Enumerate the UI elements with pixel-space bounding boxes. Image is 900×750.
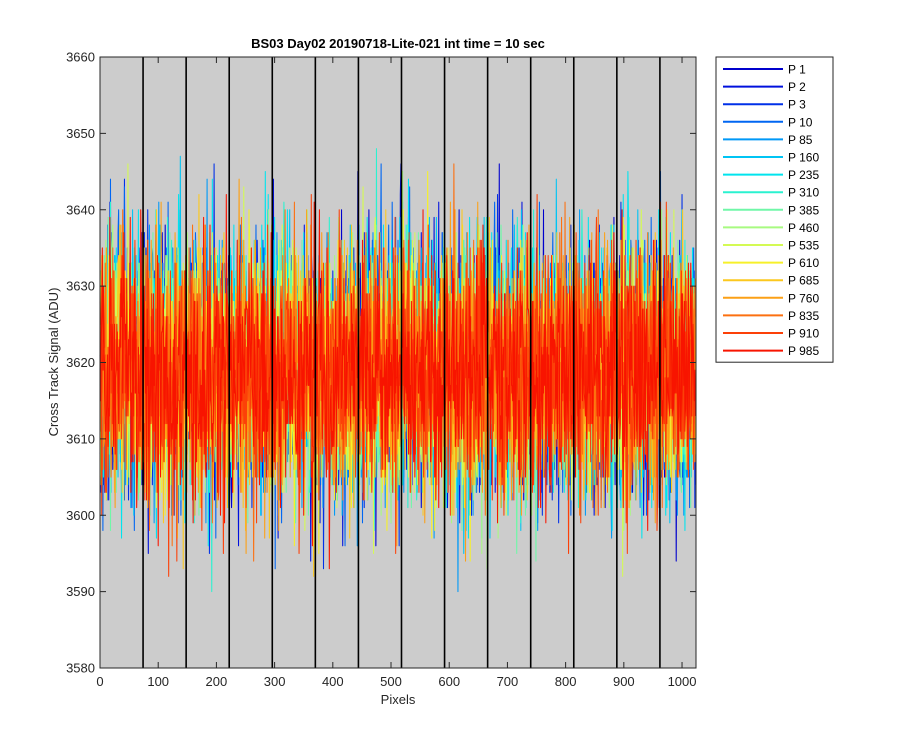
x-tick-label-400: 400 [322, 674, 344, 689]
y-tick-label-3580: 3580 [66, 661, 95, 676]
legend-label-p760: P 760 [788, 291, 819, 305]
y-tick-label-3610: 3610 [66, 431, 95, 446]
y-axis-title: Cross Track Signal (ADU) [46, 288, 61, 437]
x-tick-label-700: 700 [497, 674, 519, 689]
legend-label-p1: P 1 [788, 63, 806, 77]
legend-label-p85: P 85 [788, 133, 813, 147]
x-axis-title: Pixels [381, 692, 416, 707]
legend-label-p460: P 460 [788, 221, 819, 235]
x-tick-label-600: 600 [438, 674, 460, 689]
tap-boundary-layer [142, 57, 661, 668]
legend-label-p10: P 10 [788, 115, 813, 129]
y-tick-label-3630: 3630 [66, 279, 95, 294]
y-tick-label-3620: 3620 [66, 355, 95, 370]
legend-label-p2: P 2 [788, 80, 806, 94]
chart-title: BS03 Day02 20190718-Lite-021 int time = … [251, 36, 545, 51]
legend-label-p835: P 835 [788, 309, 819, 323]
y-tick-label-3600: 3600 [66, 508, 95, 523]
legend-label-p610: P 610 [788, 256, 819, 270]
y-tick-label-3590: 3590 [66, 584, 95, 599]
legend-label-p910: P 910 [788, 327, 819, 341]
legend: P 1 P 2 P 3 P 10 P 85 P 160 P 235 P 310 P 385 P 4… [715, 56, 834, 363]
legend-label-p160: P 160 [788, 151, 819, 165]
y-tick-label-3640: 3640 [66, 202, 95, 217]
y-tick-label-3660: 3660 [66, 50, 95, 65]
x-tick-label-900: 900 [613, 674, 635, 689]
legend-label-p685: P 685 [788, 274, 819, 288]
x-tick-label-300: 300 [264, 674, 286, 689]
series-line-p985 [99, 193, 696, 570]
x-tick-label-0: 0 [96, 674, 103, 689]
x-tick-label-100: 100 [147, 674, 169, 689]
legend-label-p535: P 535 [788, 239, 819, 253]
series-layer [99, 148, 696, 593]
y-tick-label-3650: 3650 [66, 126, 95, 141]
x-tick-label-800: 800 [555, 674, 577, 689]
legend-label-p3: P 3 [788, 98, 806, 112]
legend-label-p985: P 985 [788, 344, 819, 358]
legend-label-p310: P 310 [788, 186, 819, 200]
legend-label-p385: P 385 [788, 203, 819, 217]
x-tick-label-500: 500 [380, 674, 402, 689]
x-tick-label-200: 200 [206, 674, 228, 689]
series-line-p835 [99, 163, 696, 562]
legend-label-p235: P 235 [788, 168, 819, 182]
x-tick-label-1000: 1000 [668, 674, 697, 689]
axes-layer: 0 100 200 300 400 500 600 700 800 900 1000 3580 3590… [66, 50, 697, 689]
